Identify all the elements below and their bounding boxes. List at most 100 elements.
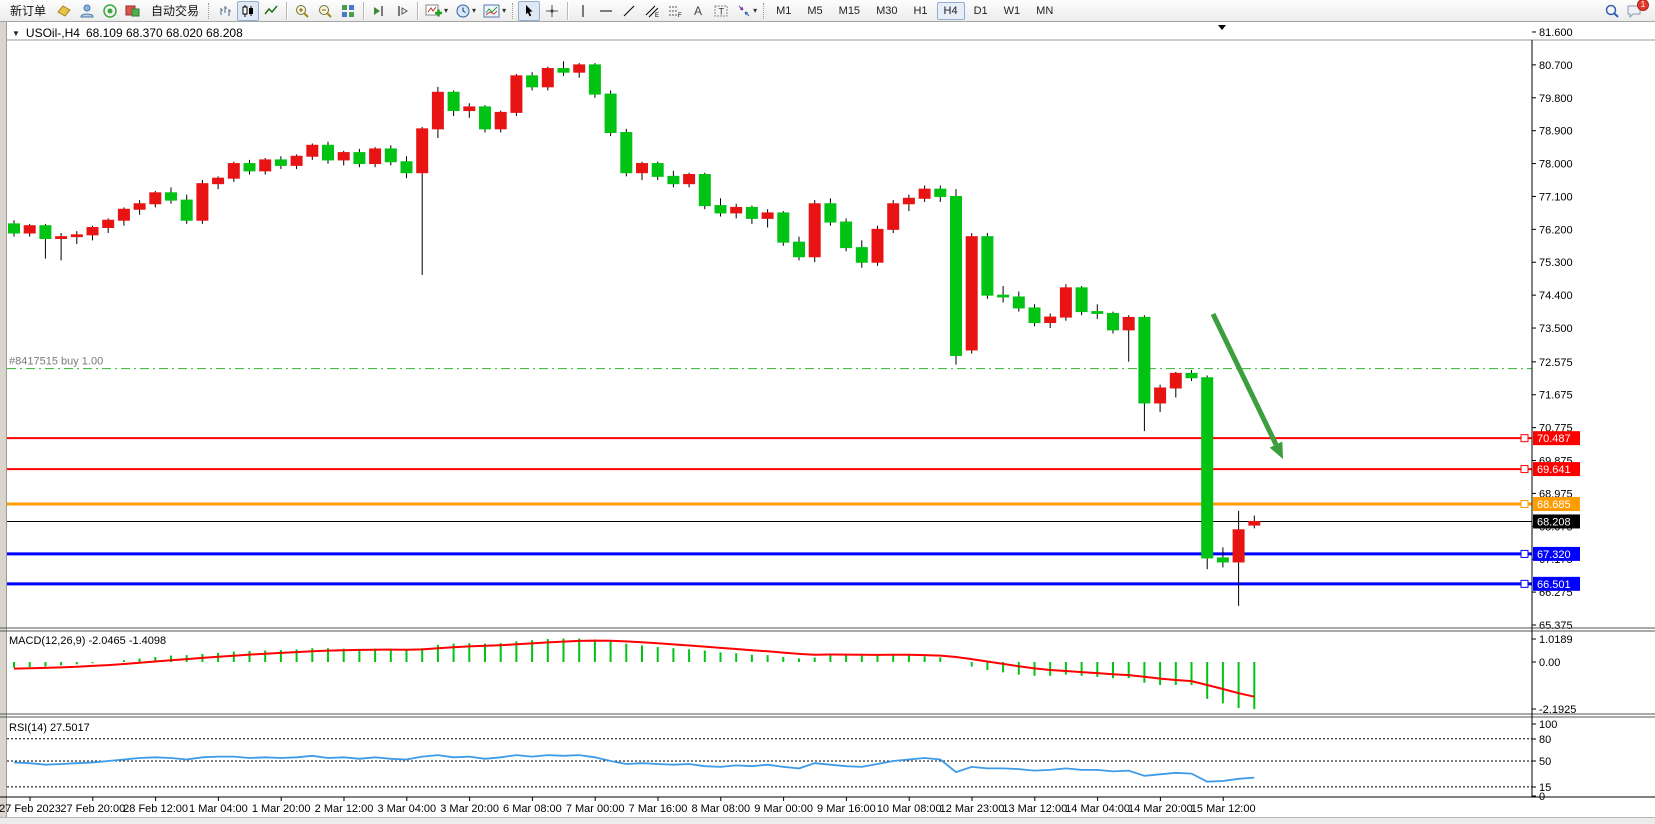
- macd-signal-line: [13, 639, 1255, 698]
- toolbar-grip: [208, 2, 211, 19]
- indicators-icon[interactable]: ▾: [422, 1, 451, 21]
- indicator-panels: MACD(12,26,9) -2.0465 -1.4098 1.0189 0.00 -…: [0, 627, 1655, 803]
- svg-text:3 Mar 04:00: 3 Mar 04:00: [377, 803, 436, 815]
- candles-layer: [8, 61, 1261, 606]
- sonar-icon[interactable]: [99, 1, 121, 21]
- timeframe-button-m1[interactable]: M1: [776, 4, 792, 17]
- axes-layer: 70.487 69.641 68.685 68.208 67.320 66.501 27 F…: [0, 40, 1655, 815]
- chart-canvas[interactable]: ▼ USOil-,H4 68.109 68.370 68.020 68.208 …: [0, 22, 1655, 824]
- timeframe-button-mn[interactable]: MN: [1036, 4, 1054, 17]
- ohlc-quote: 68.109 68.370 68.020 68.208: [85, 26, 243, 40]
- horizontal-line-tool-icon[interactable]: [595, 1, 617, 21]
- text-label-tool-icon[interactable]: T: [710, 1, 732, 21]
- autotrade-button[interactable]: 自动交易: [151, 4, 200, 18]
- zoom-out-icon[interactable]: [314, 1, 336, 21]
- svg-text:70.487: 70.487: [1537, 433, 1571, 445]
- svg-text:1.0189: 1.0189: [1539, 634, 1573, 646]
- down-arrow-annotation: [1210, 312, 1279, 446]
- svg-text:10 Mar 08:00: 10 Mar 08:00: [877, 803, 942, 815]
- chart-title-bar: ▼ USOil-,H4 68.109 68.370 68.020 68.208: [12, 26, 243, 40]
- macd-panel-label: MACD(12,26,9) -2.0465 -1.4098: [9, 635, 166, 647]
- timeframe-button-m15[interactable]: M15: [838, 4, 861, 17]
- svg-text:78.900: 78.900: [1539, 126, 1573, 138]
- toolbar-separator: [363, 1, 365, 20]
- rsi-line: [13, 754, 1255, 783]
- price-axis-ticks: 81.600 80.700 79.800 78.900 78.000 77.100 76.2…: [1532, 27, 1573, 632]
- svg-text:76.200: 76.200: [1539, 224, 1573, 236]
- svg-text:81.600: 81.600: [1539, 27, 1573, 39]
- svg-text:9 Mar 00:00: 9 Mar 00:00: [754, 803, 813, 815]
- ticket-icon[interactable]: [53, 1, 75, 21]
- svg-text:1 Mar 20:00: 1 Mar 20:00: [252, 803, 311, 815]
- svg-text:E: E: [655, 13, 659, 19]
- cursor-tool-icon[interactable]: [518, 0, 541, 21]
- line-endpoint-handle: [1520, 500, 1529, 509]
- crosshair-tool-icon[interactable]: [541, 1, 563, 21]
- chart-plot[interactable]: 81.600 80.700 79.800 78.900 78.000 77.100 76.2…: [0, 22, 1655, 824]
- svg-text:13 Mar 12:00: 13 Mar 12:00: [1002, 803, 1067, 815]
- chart-shift-icon[interactable]: [391, 1, 413, 21]
- svg-text:14 Mar 04:00: 14 Mar 04:00: [1065, 803, 1130, 815]
- svg-text:6 Mar 08:00: 6 Mar 08:00: [503, 803, 562, 815]
- timeframe-button-h1[interactable]: H1: [913, 4, 928, 17]
- timeframe-button-m5[interactable]: M5: [807, 4, 823, 17]
- timeframe-button-h4[interactable]: H4: [936, 1, 965, 20]
- svg-text:15 Mar 12:00: 15 Mar 12:00: [1191, 803, 1256, 815]
- chat-notifications-icon[interactable]: 1: [1623, 0, 1649, 21]
- timeframe-button-w1[interactable]: W1: [1003, 4, 1021, 17]
- svg-text:66.501: 66.501: [1537, 579, 1571, 591]
- svg-text:12 Mar 23:00: 12 Mar 23:00: [940, 803, 1005, 815]
- svg-text:14 Mar 20:00: 14 Mar 20:00: [1128, 803, 1193, 815]
- svg-text:67.320: 67.320: [1537, 549, 1571, 561]
- periods-clock-icon[interactable]: ▾: [452, 1, 479, 21]
- svg-text:3 Mar 20:00: 3 Mar 20:00: [440, 803, 499, 815]
- svg-text:72.575: 72.575: [1539, 357, 1573, 369]
- svg-text:80.700: 80.700: [1539, 60, 1573, 72]
- svg-text:73.500: 73.500: [1539, 323, 1573, 335]
- annotations-layer[interactable]: [1210, 312, 1283, 459]
- new-order-button[interactable]: 新订单: [10, 4, 47, 18]
- svg-text:F: F: [678, 13, 682, 19]
- autotrade-icon[interactable]: [122, 1, 144, 21]
- svg-text:77.100: 77.100: [1539, 191, 1573, 203]
- tile-windows-icon[interactable]: [337, 1, 359, 21]
- candlestick-chart-type-icon[interactable]: [237, 0, 260, 21]
- notification-badge: 1: [1637, 0, 1649, 11]
- timeframe-button-m30[interactable]: M30: [876, 4, 898, 17]
- auto-scroll-icon[interactable]: [368, 1, 390, 21]
- line-endpoint-handle: [1520, 434, 1529, 443]
- horizontal-level-lines[interactable]: #8417515 buy 1.00: [7, 356, 1532, 588]
- svg-text:80: 80: [1539, 734, 1551, 746]
- svg-text:100: 100: [1539, 719, 1557, 731]
- chevron-down-icon: ▾: [472, 6, 477, 15]
- rsi-panel-label: RSI(14) 27.5017: [9, 722, 90, 734]
- accounts-icon[interactable]: [76, 1, 98, 21]
- toolbar-separator: [286, 1, 288, 20]
- zoom-in-icon[interactable]: [291, 1, 313, 21]
- text-tool-icon[interactable]: A: [687, 1, 709, 21]
- arrows-tool-icon[interactable]: ▾: [733, 1, 760, 21]
- svg-text:15: 15: [1539, 782, 1551, 794]
- chart-list-triangle-icon[interactable]: ▼: [12, 28, 20, 38]
- line-chart-type-icon[interactable]: [260, 1, 282, 21]
- svg-text:9 Mar 16:00: 9 Mar 16:00: [817, 803, 876, 815]
- channel-tool-icon[interactable]: E: [641, 1, 663, 21]
- svg-text:7 Mar 16:00: 7 Mar 16:00: [629, 803, 688, 815]
- svg-text:0.00: 0.00: [1539, 657, 1560, 669]
- toolbar-grip: [763, 2, 766, 19]
- svg-text:71.675: 71.675: [1539, 390, 1573, 402]
- svg-text:T: T: [719, 6, 725, 16]
- vertical-line-tool-icon[interactable]: [572, 1, 594, 21]
- svg-text:78.000: 78.000: [1539, 159, 1573, 171]
- templates-icon[interactable]: ▾: [480, 1, 509, 21]
- timeframe-button-d1[interactable]: D1: [973, 4, 988, 17]
- toolbar: 新订单 自动交易 ▾: [0, 0, 1655, 22]
- fibonacci-tool-icon[interactable]: F: [664, 1, 686, 21]
- svg-text:7 Mar 00:00: 7 Mar 00:00: [566, 803, 625, 815]
- trendline-tool-icon[interactable]: [618, 1, 640, 21]
- search-icon[interactable]: [1601, 1, 1623, 21]
- chevron-down-icon: ▾: [502, 6, 507, 15]
- svg-text:74.400: 74.400: [1539, 290, 1573, 302]
- bar-chart-type-icon[interactable]: [214, 1, 236, 21]
